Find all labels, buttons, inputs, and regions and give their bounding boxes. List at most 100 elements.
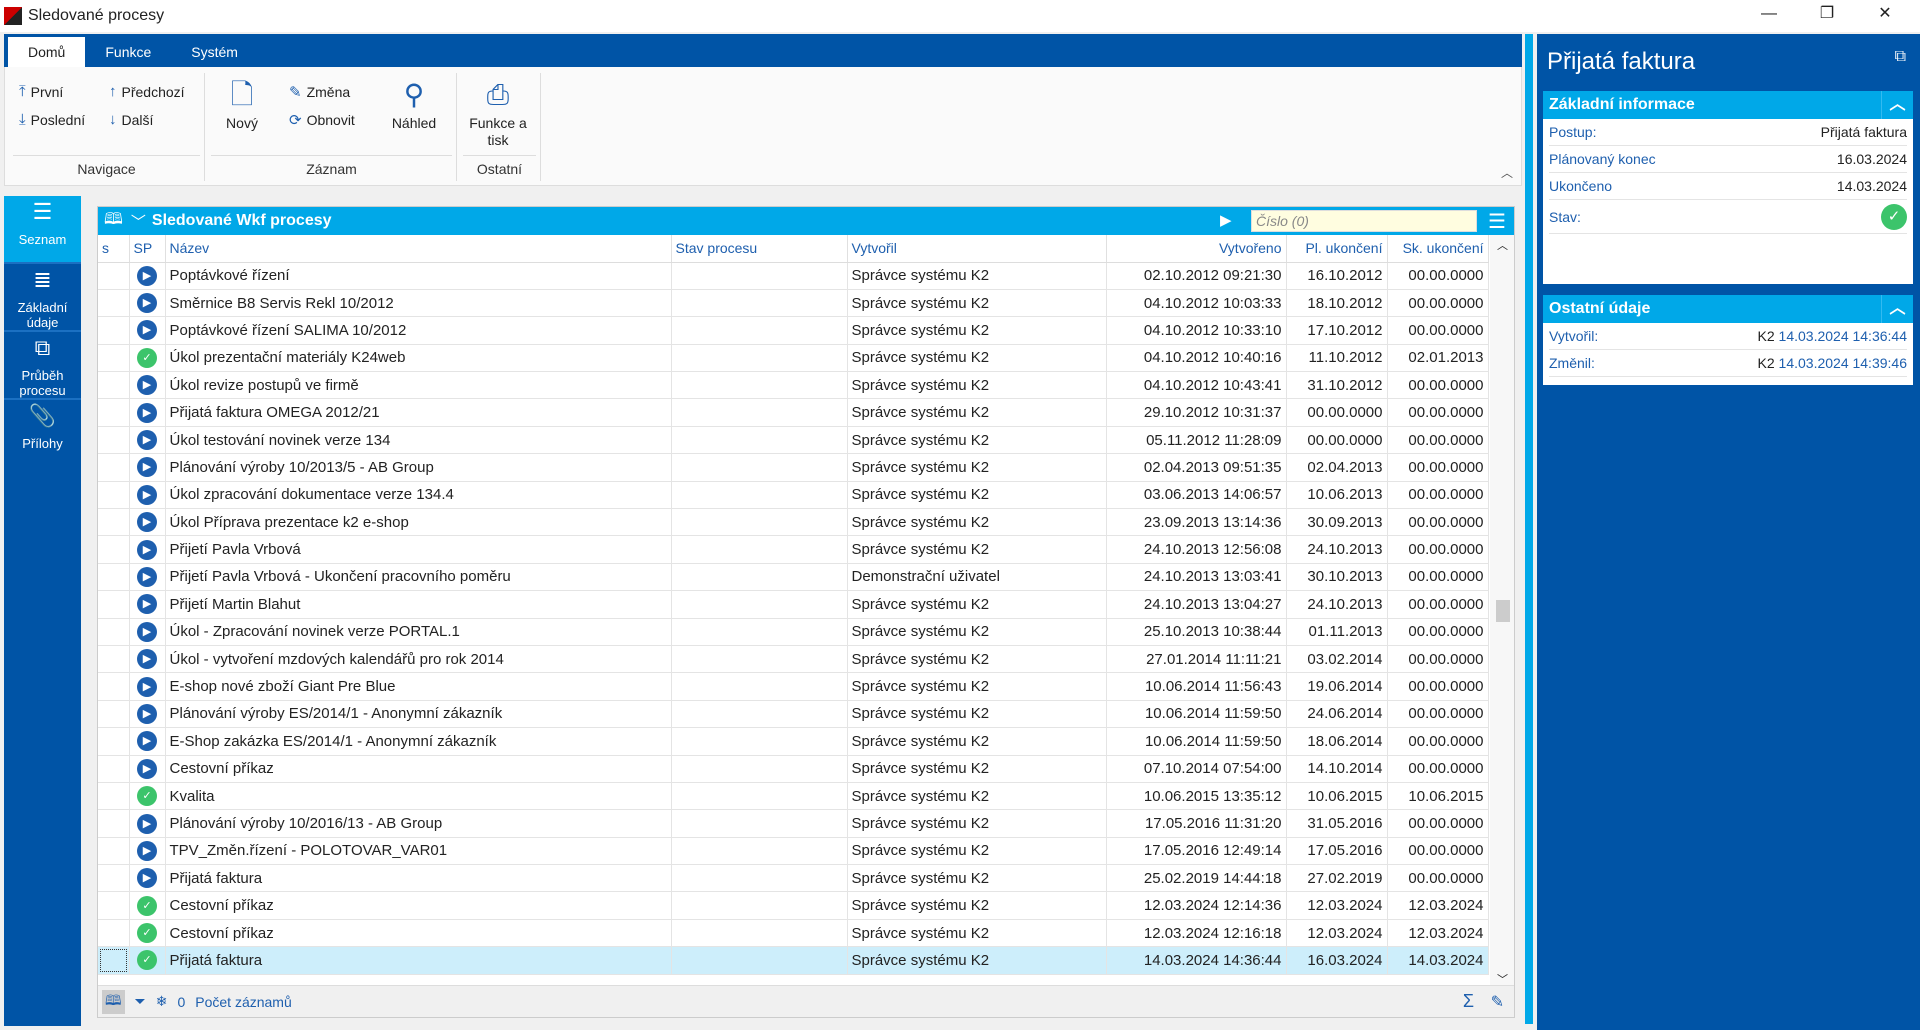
row-selector[interactable] <box>98 809 130 838</box>
functions-print-button[interactable]: ⎙ Funkce a tisk <box>463 75 533 149</box>
table-row[interactable]: ▶ Plánování výroby ES/2014/1 - Anonymní z… <box>98 700 1489 729</box>
table-row[interactable]: ✓ Kvalita Správce systému K2 10.06.2015 13:… <box>98 782 1489 811</box>
next-button[interactable]: ↓ Další <box>109 111 154 128</box>
col-nazev[interactable]: Název <box>165 235 672 263</box>
snowflake-icon[interactable]: ❄ <box>155 993 168 1009</box>
splitter[interactable] <box>1525 34 1533 1024</box>
tab-funkce[interactable]: Funkce <box>105 44 152 60</box>
sidebar-item-seznam[interactable]: ☰ Seznam <box>4 196 81 264</box>
row-selector[interactable] <box>98 618 130 646</box>
row-selector[interactable] <box>98 453 130 482</box>
popout-icon[interactable]: ⧉ <box>1894 48 1906 65</box>
scroll-up-icon[interactable]: ︿ <box>1497 240 1508 252</box>
book-icon[interactable]: 🕮 <box>102 989 125 1014</box>
close-button[interactable]: ✕ <box>1878 5 1892 22</box>
filter-icon[interactable]: ⏷ <box>134 993 146 1009</box>
row-selector[interactable] <box>98 891 130 920</box>
table-row[interactable]: ✓ Přijatá faktura Správce systému K2 14.03.… <box>98 946 1489 975</box>
restore-button[interactable]: ❐ <box>1819 5 1835 22</box>
row-selector[interactable] <box>98 782 130 811</box>
col-sk-ukonceni[interactable]: Sk. ukončení <box>1387 235 1489 263</box>
table-row[interactable]: ▶ Přijetí Pavla Vrbová Správce systému K2 2… <box>98 535 1489 564</box>
col-s[interactable]: s <box>98 235 130 263</box>
row-selector[interactable] <box>98 645 130 674</box>
table-row[interactable]: ▶ TPV_Změn.řízení - POLOTOVAR_VAR01 Správc… <box>98 837 1489 866</box>
table-row[interactable]: ▶ E-Shop zakázka ES/2014/1 - Anonymní zák… <box>98 727 1489 756</box>
row-selector[interactable] <box>98 700 130 729</box>
row-selector[interactable] <box>98 864 130 893</box>
table-row[interactable]: ▶ Úkol Příprava prezentace k2 e-shop Správ… <box>98 508 1489 537</box>
row-selector[interactable] <box>98 262 130 290</box>
vertical-scrollbar[interactable]: ︿ ﹀ <box>1490 235 1514 986</box>
table-row[interactable]: ▶ Přijetí Pavla Vrbová - Ukončení pracovn… <box>98 563 1489 592</box>
sidebar-item-zakladni-udaje[interactable]: ≣ Základní údaje <box>4 264 81 332</box>
row-selector[interactable] <box>98 590 130 619</box>
table-row[interactable]: ▶ Poptávkové řízení SALIMA 10/2012 Správce… <box>98 316 1489 345</box>
table-row[interactable]: ▶ Úkol zpracování dokumentace verze 134.4… <box>98 481 1489 510</box>
sidebar-item-prilohy[interactable]: 📎 Přílohy <box>4 400 81 468</box>
row-selector[interactable] <box>98 289 130 318</box>
table-row[interactable]: ▶ Úkol testování novinek verze 134 Správce… <box>98 426 1489 455</box>
row-selector[interactable] <box>98 426 130 455</box>
row-selector[interactable] <box>98 344 130 373</box>
edit-icon[interactable]: ✎ <box>1490 993 1504 1011</box>
row-selector[interactable] <box>98 535 130 564</box>
record-count-label[interactable]: Počet záznamů <box>195 993 292 1010</box>
table-row[interactable]: ▶ E-shop nové zboží Giant Pre Blue Správce… <box>98 672 1489 701</box>
table-row[interactable]: ▶ Úkol revize postupů ve firmě Správce sys… <box>98 371 1489 400</box>
row-selector[interactable] <box>98 672 130 701</box>
row-selector[interactable] <box>98 481 130 510</box>
section-header[interactable]: Ostatní údaje ︿ <box>1543 295 1913 323</box>
row-selector[interactable] <box>98 398 130 427</box>
scroll-thumb[interactable] <box>1496 600 1510 622</box>
table-row[interactable]: ▶ Plánování výroby 10/2016/13 - AB Group S… <box>98 809 1489 838</box>
row-selector[interactable] <box>98 316 130 345</box>
table-row[interactable]: ▶ Směrnice B8 Servis Rekl 10/2012 Správce … <box>98 289 1489 318</box>
tab-domu[interactable]: Domů <box>8 37 86 67</box>
first-button[interactable]: ⤒ První <box>19 83 64 100</box>
row-selector[interactable] <box>98 563 130 592</box>
table-row[interactable]: ✓ Cestovní příkaz Správce systému K2 12.03.… <box>98 919 1489 948</box>
table-row[interactable]: ▶ Poptávkové řízení Správce systému K2 02.1… <box>98 262 1489 290</box>
col-sp[interactable]: SP <box>129 235 166 263</box>
col-vytvoril[interactable]: Vytvořil <box>847 235 1107 263</box>
table-row[interactable]: ▶ Plánování výroby 10/2013/5 - AB Group Sp… <box>98 453 1489 482</box>
scroll-down-icon[interactable]: ﹀ <box>1497 974 1508 986</box>
new-button[interactable]: 🗋 Nový <box>207 75 277 131</box>
row-selector[interactable] <box>98 919 130 948</box>
section-header[interactable]: Základní informace ︿ <box>1543 91 1913 119</box>
edit-button[interactable]: ✎ Změna <box>289 84 351 101</box>
collapse-ribbon-icon[interactable]: ︿ <box>1500 166 1513 180</box>
play-icon[interactable]: ▶ <box>1220 212 1232 229</box>
book-icon[interactable]: 🕮 <box>104 210 123 228</box>
menu-icon[interactable]: ☰ <box>1488 211 1506 233</box>
search-input[interactable]: Číslo (0) <box>1251 210 1477 232</box>
minimize-button[interactable]: — <box>1761 5 1777 22</box>
last-button[interactable]: ⤓ Poslední <box>19 111 86 128</box>
row-selector[interactable] <box>98 837 130 866</box>
tab-system[interactable]: Systém <box>191 44 238 60</box>
table-row[interactable]: ▶ Úkol - Zpracování novinek verze PORTAL.… <box>98 618 1489 646</box>
col-pl-ukonceni[interactable]: Pl. ukončení <box>1286 235 1388 263</box>
chevron-up-icon[interactable]: ︿ <box>1881 91 1913 119</box>
row-selector[interactable] <box>98 508 130 537</box>
row-selector[interactable] <box>98 946 130 975</box>
previous-button[interactable]: ↑ Předchozí <box>109 83 185 100</box>
table-row[interactable]: ✓ Úkol prezentační materiály K24web Správc… <box>98 344 1489 373</box>
col-vytvoreno[interactable]: Vytvořeno <box>1106 235 1287 263</box>
table-row[interactable]: ▶ Přijatá faktura Správce systému K2 25.02.… <box>98 864 1489 893</box>
col-stav[interactable]: Stav procesu <box>671 235 848 263</box>
table-row[interactable]: ▶ Přijatá faktura OMEGA 2012/21 Správce sy… <box>98 398 1489 427</box>
sum-icon[interactable]: Σ <box>1462 991 1474 1011</box>
row-selector[interactable] <box>98 371 130 400</box>
row-selector[interactable] <box>98 727 130 756</box>
chevron-down-icon[interactable]: ﹀ <box>130 213 146 231</box>
sidebar-item-prubeh-procesu[interactable]: ⧉ Průběh procesu <box>4 332 81 400</box>
chevron-up-icon[interactable]: ︿ <box>1881 295 1913 323</box>
row-selector[interactable] <box>98 755 130 783</box>
table-row[interactable]: ▶ Přijetí Martin Blahut Správce systému K2… <box>98 590 1489 619</box>
table-row[interactable]: ▶ Cestovní příkaz Správce systému K2 07.10.… <box>98 755 1489 783</box>
refresh-button[interactable]: ⟳ Obnovit <box>289 112 355 129</box>
preview-button[interactable]: ⚲ Náhled <box>379 75 449 131</box>
table-row[interactable]: ▶ Úkol - vytvoření mzdových kalendářů pro… <box>98 645 1489 674</box>
